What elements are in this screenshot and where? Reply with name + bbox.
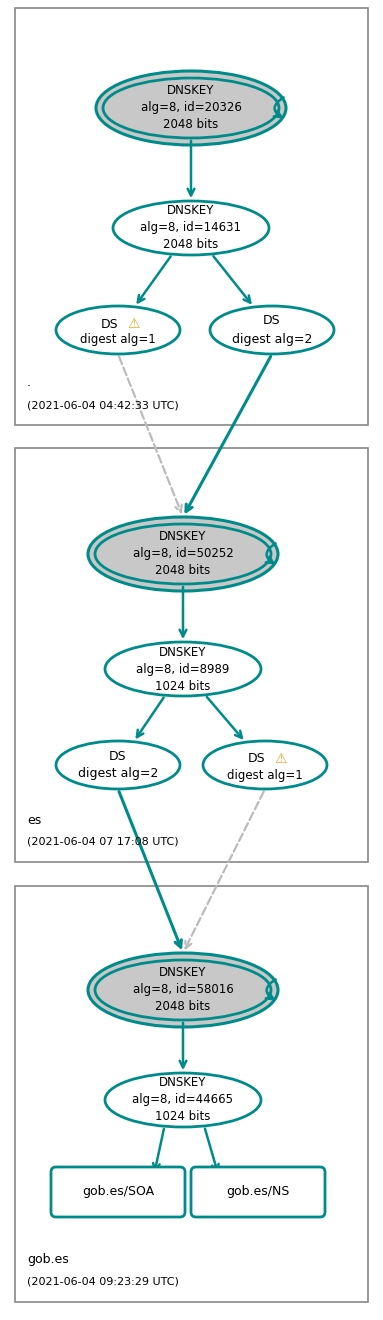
- Text: DNSKEY
alg=8, id=50252
2048 bits: DNSKEY alg=8, id=50252 2048 bits: [133, 531, 233, 578]
- Bar: [15, 8, 368, 425]
- Text: gob.es/SOA: gob.es/SOA: [82, 1185, 154, 1199]
- FancyBboxPatch shape: [191, 1167, 325, 1217]
- Text: DNSKEY
alg=8, id=14631
2048 bits: DNSKEY alg=8, id=14631 2048 bits: [141, 205, 242, 252]
- Bar: [15, 886, 368, 1302]
- Ellipse shape: [113, 201, 269, 255]
- Text: DS: DS: [248, 752, 266, 766]
- Text: DNSKEY
alg=8, id=20326
2048 bits: DNSKEY alg=8, id=20326 2048 bits: [141, 84, 241, 132]
- Text: DNSKEY
alg=8, id=58016
2048 bits: DNSKEY alg=8, id=58016 2048 bits: [133, 966, 233, 1014]
- Ellipse shape: [96, 71, 286, 145]
- FancyArrowPatch shape: [266, 544, 276, 564]
- Ellipse shape: [105, 642, 261, 696]
- Bar: [15, 447, 368, 862]
- Text: gob.es/NS: gob.es/NS: [226, 1185, 290, 1199]
- Text: DS: DS: [101, 318, 119, 330]
- Text: digest alg=1: digest alg=1: [80, 334, 156, 346]
- Text: DS
digest alg=2: DS digest alg=2: [78, 750, 158, 780]
- Text: (2021-06-04 07 17:08 UTC): (2021-06-04 07 17:08 UTC): [27, 837, 178, 847]
- Text: (2021-06-04 04:42:33 UTC): (2021-06-04 04:42:33 UTC): [27, 400, 179, 411]
- Ellipse shape: [88, 953, 278, 1027]
- Text: .: .: [27, 376, 31, 389]
- Text: ⚠: ⚠: [275, 752, 287, 766]
- FancyBboxPatch shape: [51, 1167, 185, 1217]
- Text: ⚠: ⚠: [128, 317, 140, 331]
- Ellipse shape: [95, 524, 271, 583]
- Ellipse shape: [105, 1073, 261, 1127]
- Ellipse shape: [210, 306, 334, 354]
- FancyArrowPatch shape: [266, 979, 276, 999]
- Text: DNSKEY
alg=8, id=8989
1024 bits: DNSKEY alg=8, id=8989 1024 bits: [136, 645, 230, 693]
- Text: DS
digest alg=2: DS digest alg=2: [232, 314, 312, 346]
- Ellipse shape: [95, 960, 271, 1020]
- Text: es: es: [27, 813, 41, 826]
- Text: (2021-06-04 09:23:29 UTC): (2021-06-04 09:23:29 UTC): [27, 1276, 179, 1287]
- Text: gob.es: gob.es: [27, 1254, 69, 1266]
- Ellipse shape: [88, 517, 278, 591]
- FancyArrowPatch shape: [274, 98, 283, 117]
- Ellipse shape: [56, 741, 180, 789]
- Text: DNSKEY
alg=8, id=44665
1024 bits: DNSKEY alg=8, id=44665 1024 bits: [133, 1077, 234, 1123]
- Ellipse shape: [103, 78, 279, 139]
- Text: digest alg=1: digest alg=1: [227, 768, 303, 781]
- Ellipse shape: [203, 741, 327, 789]
- Ellipse shape: [56, 306, 180, 354]
